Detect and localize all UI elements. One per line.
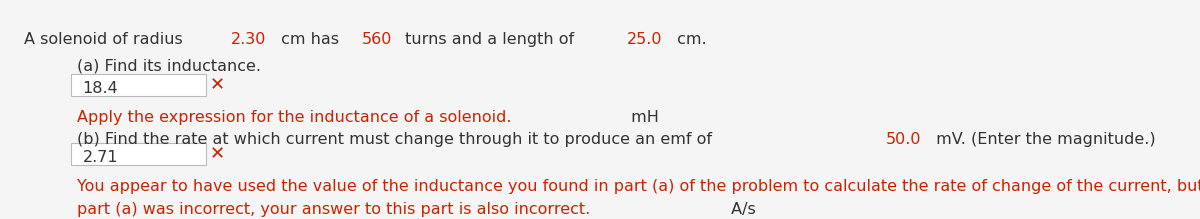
Text: ✕: ✕ bbox=[210, 145, 224, 163]
Text: 50.0: 50.0 bbox=[886, 132, 922, 147]
Text: ✕: ✕ bbox=[210, 76, 224, 94]
Text: part (a) was incorrect, your answer to this part is also incorrect.: part (a) was incorrect, your answer to t… bbox=[77, 202, 590, 217]
Text: 2.30: 2.30 bbox=[230, 32, 266, 47]
Text: 560: 560 bbox=[362, 32, 392, 47]
FancyBboxPatch shape bbox=[71, 143, 206, 165]
Text: cm.: cm. bbox=[672, 32, 707, 47]
Text: (b) Find the rate at which current must change through it to produce an emf of: (b) Find the rate at which current must … bbox=[77, 132, 716, 147]
Text: A solenoid of radius: A solenoid of radius bbox=[24, 32, 187, 47]
Text: You appear to have used the value of the inductance you found in part (a) of the: You appear to have used the value of the… bbox=[77, 179, 1200, 194]
Text: 25.0: 25.0 bbox=[626, 32, 662, 47]
Text: A/s: A/s bbox=[726, 202, 756, 217]
Text: 18.4: 18.4 bbox=[83, 81, 119, 96]
Text: cm has: cm has bbox=[276, 32, 344, 47]
Text: 2.71: 2.71 bbox=[83, 150, 118, 165]
Text: mV. (Enter the magnitude.): mV. (Enter the magnitude.) bbox=[931, 132, 1156, 147]
Text: mH: mH bbox=[626, 110, 659, 125]
Text: Apply the expression for the inductance of a solenoid.: Apply the expression for the inductance … bbox=[77, 110, 511, 125]
Text: turns and a length of: turns and a length of bbox=[401, 32, 580, 47]
FancyBboxPatch shape bbox=[71, 74, 206, 96]
Text: (a) Find its inductance.: (a) Find its inductance. bbox=[77, 59, 260, 74]
